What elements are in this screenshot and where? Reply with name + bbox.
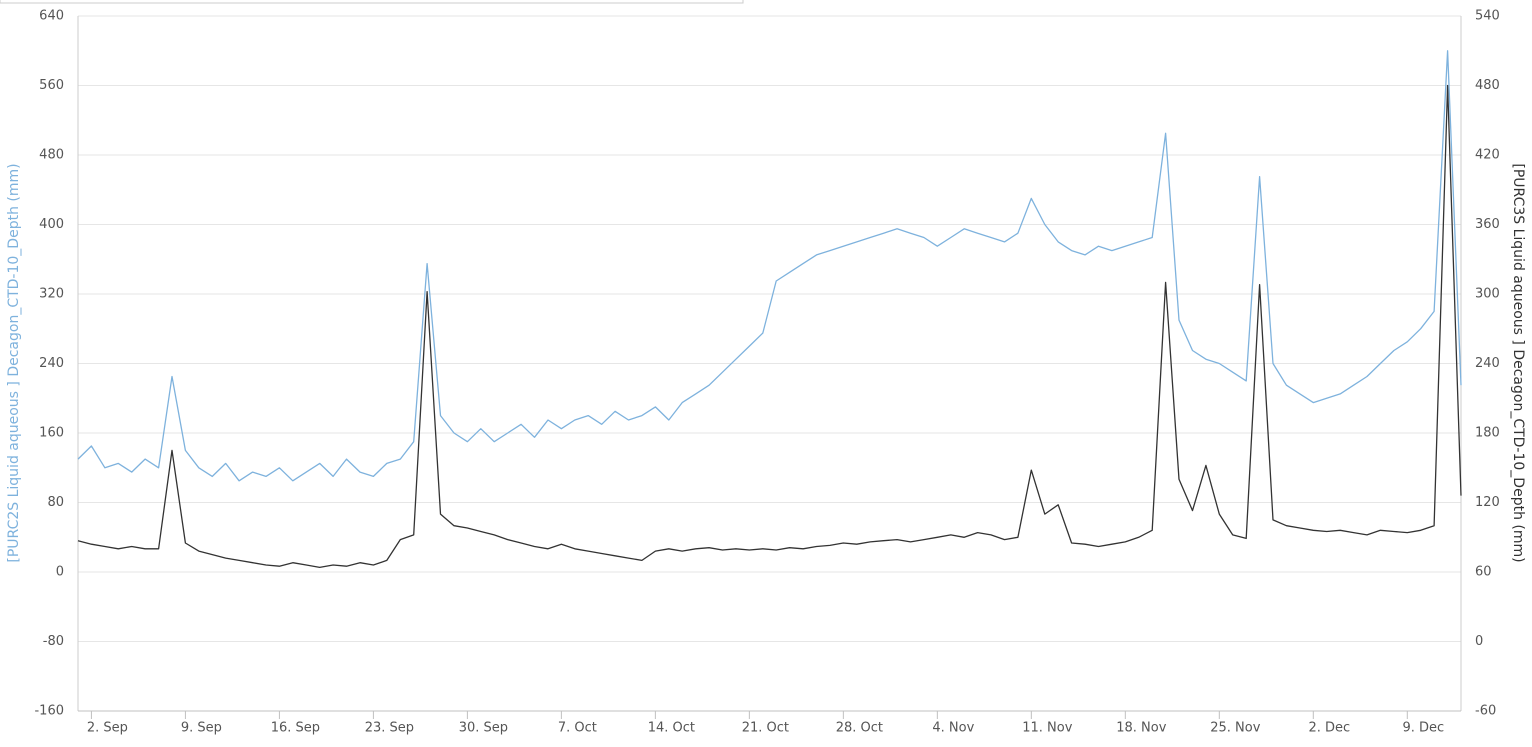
y2-tick-label: 180: [1475, 426, 1500, 441]
y-tick-label: 320: [39, 287, 64, 302]
x-tick-label: 2. Dec: [1308, 721, 1350, 736]
y2-tick-label: 120: [1475, 495, 1500, 510]
panel-edge: [0, 0, 744, 4]
y-tick-label: 400: [39, 217, 64, 232]
y2-tick-label: 540: [1475, 9, 1500, 24]
y2-tick-label: 480: [1475, 78, 1500, 93]
y-tick-label: -80: [43, 634, 64, 649]
y2-tick-label: 420: [1475, 148, 1500, 163]
y2-tick-label: 60: [1475, 565, 1492, 580]
y-tick-label: 640: [39, 9, 64, 24]
x-tick-label: 9. Sep: [181, 721, 222, 736]
x-tick-label: 25. Nov: [1210, 721, 1260, 736]
y-axis-title: [PURC2S Liquid aqueous ] Decagon_CTD-10_…: [6, 163, 22, 562]
x-tick-label: 7. Oct: [558, 721, 597, 736]
y-tick-label: -160: [34, 704, 64, 719]
x-tick-label: 21. Oct: [742, 721, 789, 736]
x-tick-label: 23. Sep: [365, 721, 414, 736]
series-line: [77, 84, 1462, 569]
x-tick-label: 9. Dec: [1402, 721, 1444, 736]
y2-tick-label: -60: [1475, 704, 1496, 719]
y2-tick-label: 240: [1475, 356, 1500, 371]
y2-tick-label: 300: [1475, 287, 1500, 302]
y-tick-label: 240: [39, 356, 64, 371]
series-line: [77, 50, 1462, 482]
y-tick-label: 160: [39, 426, 64, 441]
x-tick-label: 4. Nov: [932, 721, 974, 736]
x-tick-label: 11. Nov: [1022, 721, 1072, 736]
x-tick-label: 30. Sep: [459, 721, 508, 736]
y-tick-label: 480: [39, 148, 64, 163]
x-tick-label: 28. Oct: [836, 721, 883, 736]
y-tick-label: 0: [56, 565, 64, 580]
y2-tick-label: 360: [1475, 217, 1500, 232]
x-tick-label: 18. Nov: [1116, 721, 1166, 736]
x-tick-label: 2. Sep: [87, 721, 128, 736]
x-tick-label: 14. Oct: [648, 721, 695, 736]
y2-tick-label: 0: [1475, 634, 1483, 649]
x-tick-label: 16. Sep: [271, 721, 320, 736]
y-tick-label: 80: [47, 495, 64, 510]
y2-axis-title: [PURC3S Liquid aqueous ] Decagon_CTD-10_…: [1510, 163, 1526, 562]
y-tick-label: 560: [39, 78, 64, 93]
